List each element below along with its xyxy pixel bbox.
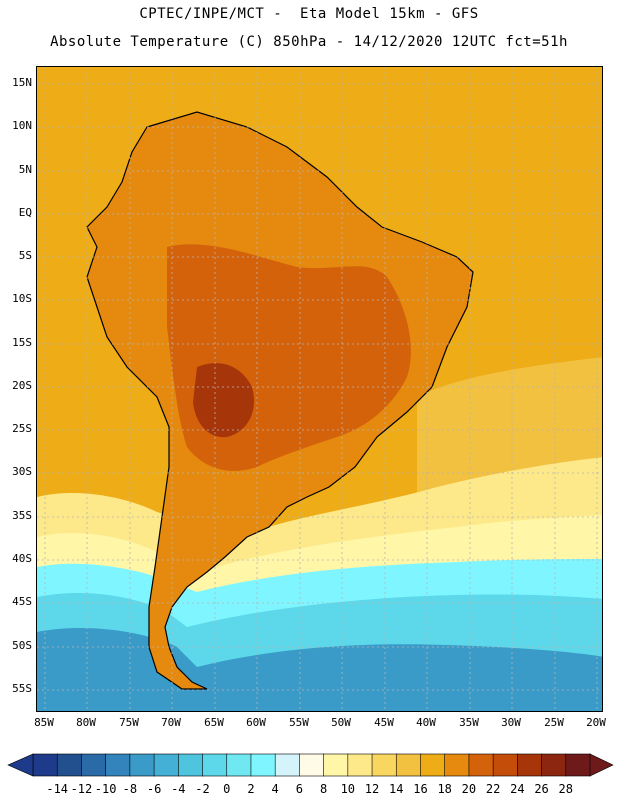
colorbar-cell: [226, 753, 252, 777]
latitude-label: 50S: [12, 639, 32, 652]
colorbar-cell: [129, 753, 155, 777]
latitude-label: 35S: [12, 509, 32, 522]
longitude-label: 25W: [544, 716, 564, 729]
latitude-label: 55S: [12, 682, 32, 695]
colorbar-label: 6: [295, 782, 303, 796]
longitude-label: 85W: [34, 716, 54, 729]
colorbar-label: -10: [94, 782, 117, 796]
latitude-label: 15S: [12, 336, 32, 349]
colorbar-cell: [105, 753, 131, 777]
colorbar-label: -2: [195, 782, 210, 796]
longitude-label: 40W: [416, 716, 436, 729]
colorbar-cell: [541, 753, 567, 777]
colorbar-label: 12: [364, 782, 380, 796]
colorbar-label: -6: [146, 782, 162, 796]
latitude-label: 20S: [12, 379, 32, 392]
longitude-label: 30W: [501, 716, 521, 729]
map-title-line-2: Absolute Temperature (C) 850hPa - 14/12/…: [50, 34, 568, 50]
colorbar-cell: [81, 753, 107, 777]
colorbar-label: 20: [461, 782, 477, 796]
heat-peak: [193, 363, 255, 438]
colorbar-label: -12: [70, 782, 93, 796]
latitude-label: 10S: [12, 292, 32, 305]
latitude-label: 5S: [18, 249, 32, 262]
colorbar-right-arrow: [589, 753, 614, 777]
latitude-label: EQ: [18, 206, 32, 219]
colorbar-label: 28: [558, 782, 573, 796]
colorbar-cell: [299, 753, 325, 777]
longitude-label: 80W: [76, 716, 96, 729]
colorbar-cell: [492, 753, 519, 777]
colorbar-label: 18: [437, 782, 452, 796]
colorbar-label: 26: [534, 782, 549, 796]
colorbar-label: 4: [271, 782, 279, 796]
colorbar-label: -8: [122, 782, 138, 796]
map-panel: [36, 66, 603, 712]
colorbar-left-arrow: [7, 753, 34, 777]
colorbar-label: -14: [46, 782, 69, 796]
longitude-label: 20W: [586, 716, 606, 729]
colorbar-label: 8: [319, 782, 328, 796]
colorbar-cell: [274, 753, 301, 777]
colorbar-cell: [395, 753, 422, 777]
longitude-label: 70W: [161, 716, 181, 729]
map-title-line-1: CPTEC/INPE/MCT - Eta Model 15km - GFS: [139, 6, 479, 22]
longitude-label: 50W: [331, 716, 351, 729]
longitude-label: 65W: [204, 716, 224, 729]
colorbar-label: 16: [413, 782, 428, 796]
colorbar-cell: [517, 753, 543, 777]
colorbar-cell: [444, 753, 470, 777]
longitude-label: 75W: [119, 716, 139, 729]
colorbar-label: 10: [340, 782, 356, 796]
colorbar-cell: [56, 753, 83, 777]
colorbar-label: 0: [223, 782, 231, 796]
longitude-label: 55W: [289, 716, 309, 729]
latitude-label: 15N: [12, 76, 32, 89]
colorbar-cell: [178, 753, 204, 777]
colorbar-cell: [153, 753, 180, 777]
colorbar-cell: [250, 753, 276, 777]
latitude-label: 10N: [12, 119, 32, 132]
colorbar-cell: [202, 753, 228, 777]
color-scale-bar: [7, 753, 614, 777]
colorbar-label: 14: [389, 782, 404, 796]
colorbar-label: 2: [247, 782, 255, 796]
longitude-label: 60W: [246, 716, 266, 729]
colorbar-label: 24: [510, 782, 525, 796]
colorbar-cell: [371, 753, 398, 777]
colorbar-cell: [347, 753, 373, 777]
latitude-label: 45S: [12, 595, 32, 608]
colorbar-cell: [32, 753, 59, 777]
latitude-label: 40S: [12, 552, 32, 565]
colorbar-cell: [468, 753, 494, 777]
colorbar-cell: [323, 753, 349, 777]
colorbar-cell: [565, 753, 591, 777]
colorbar-label: 22: [485, 782, 501, 796]
latitude-label: 25S: [12, 422, 32, 435]
colorbar-label: -4: [171, 782, 186, 796]
longitude-label: 45W: [374, 716, 394, 729]
latitude-label: 5N: [18, 163, 32, 176]
colorbar-cell: [420, 753, 446, 777]
longitude-label: 35W: [459, 716, 479, 729]
latitude-label: 30S: [12, 465, 32, 478]
temperature-map: [37, 67, 602, 711]
